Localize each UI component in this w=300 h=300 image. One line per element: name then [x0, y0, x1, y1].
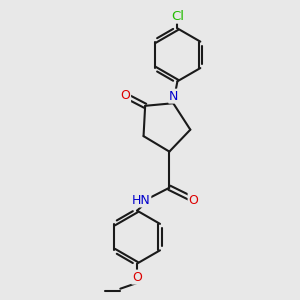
Text: O: O — [120, 89, 130, 102]
Text: O: O — [132, 271, 142, 284]
Text: O: O — [189, 194, 199, 206]
Text: HN: HN — [132, 194, 150, 206]
Text: Cl: Cl — [171, 10, 184, 22]
Text: N: N — [169, 90, 178, 103]
